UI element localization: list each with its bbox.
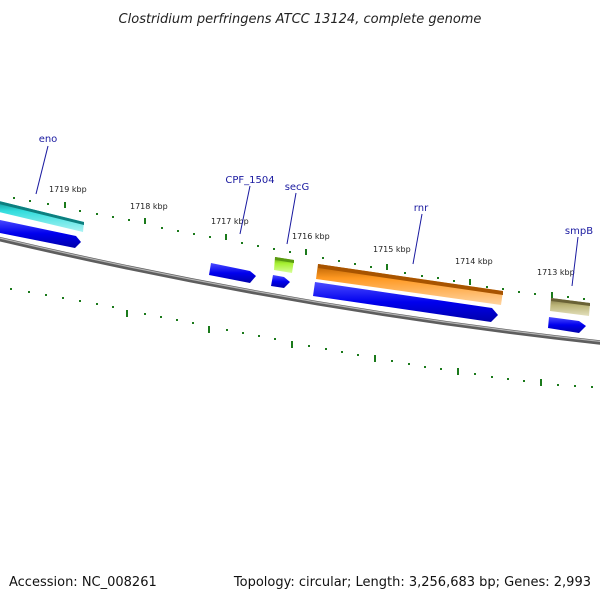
inner-tick-ruler — [10, 288, 593, 388]
tick-label-1717: 1717 kbp — [211, 217, 249, 226]
gene-feature-eno[interactable] — [0, 200, 84, 232]
gene-label-smpb[interactable]: smpB — [565, 226, 593, 237]
cds-arrow-cpf-1504[interactable] — [209, 263, 256, 283]
tick-label-1718: 1718 kbp — [130, 202, 168, 211]
genome-summary-text: Topology: circular; Length: 3,256,683 bp… — [233, 575, 591, 590]
kbp-labels: 1719 kbp 1718 kbp 1717 kbp 1716 kbp 1715… — [49, 185, 575, 277]
map-title: Clostridium perfringens ATCC 13124, comp… — [119, 12, 482, 27]
tick-label-1714: 1714 kbp — [455, 257, 493, 266]
cds-arrow-eno[interactable] — [0, 219, 81, 248]
cds-arrow-secg[interactable] — [271, 275, 290, 288]
tick-label-1716: 1716 kbp — [292, 232, 330, 241]
cds-arrow-smpb[interactable] — [548, 317, 586, 333]
tick-label-1719: 1719 kbp — [49, 185, 87, 194]
gene-labels: eno CPF_1504 secG rnr smpB — [39, 134, 594, 237]
gene-label-rnr[interactable]: rnr — [414, 203, 429, 214]
gene-label-cpf-1504[interactable]: CPF_1504 — [225, 175, 274, 186]
gene-feature-secG[interactable] — [274, 257, 294, 273]
gene-label-secg[interactable]: secG — [285, 182, 310, 193]
genome-backbone — [0, 236, 600, 345]
gene-feature-smpB[interactable] — [550, 298, 590, 316]
cds-arrow-rnr[interactable] — [313, 282, 498, 322]
tick-label-1713: 1713 kbp — [537, 268, 575, 277]
leader-lines — [35, 145, 579, 287]
gene-feature-rnr[interactable] — [316, 264, 503, 305]
gene-label-eno[interactable]: eno — [39, 134, 58, 145]
tick-label-1715: 1715 kbp — [373, 245, 411, 254]
outer-tick-ruler — [13, 197, 585, 300]
accession-text: Accession: NC_008261 — [9, 575, 157, 590]
